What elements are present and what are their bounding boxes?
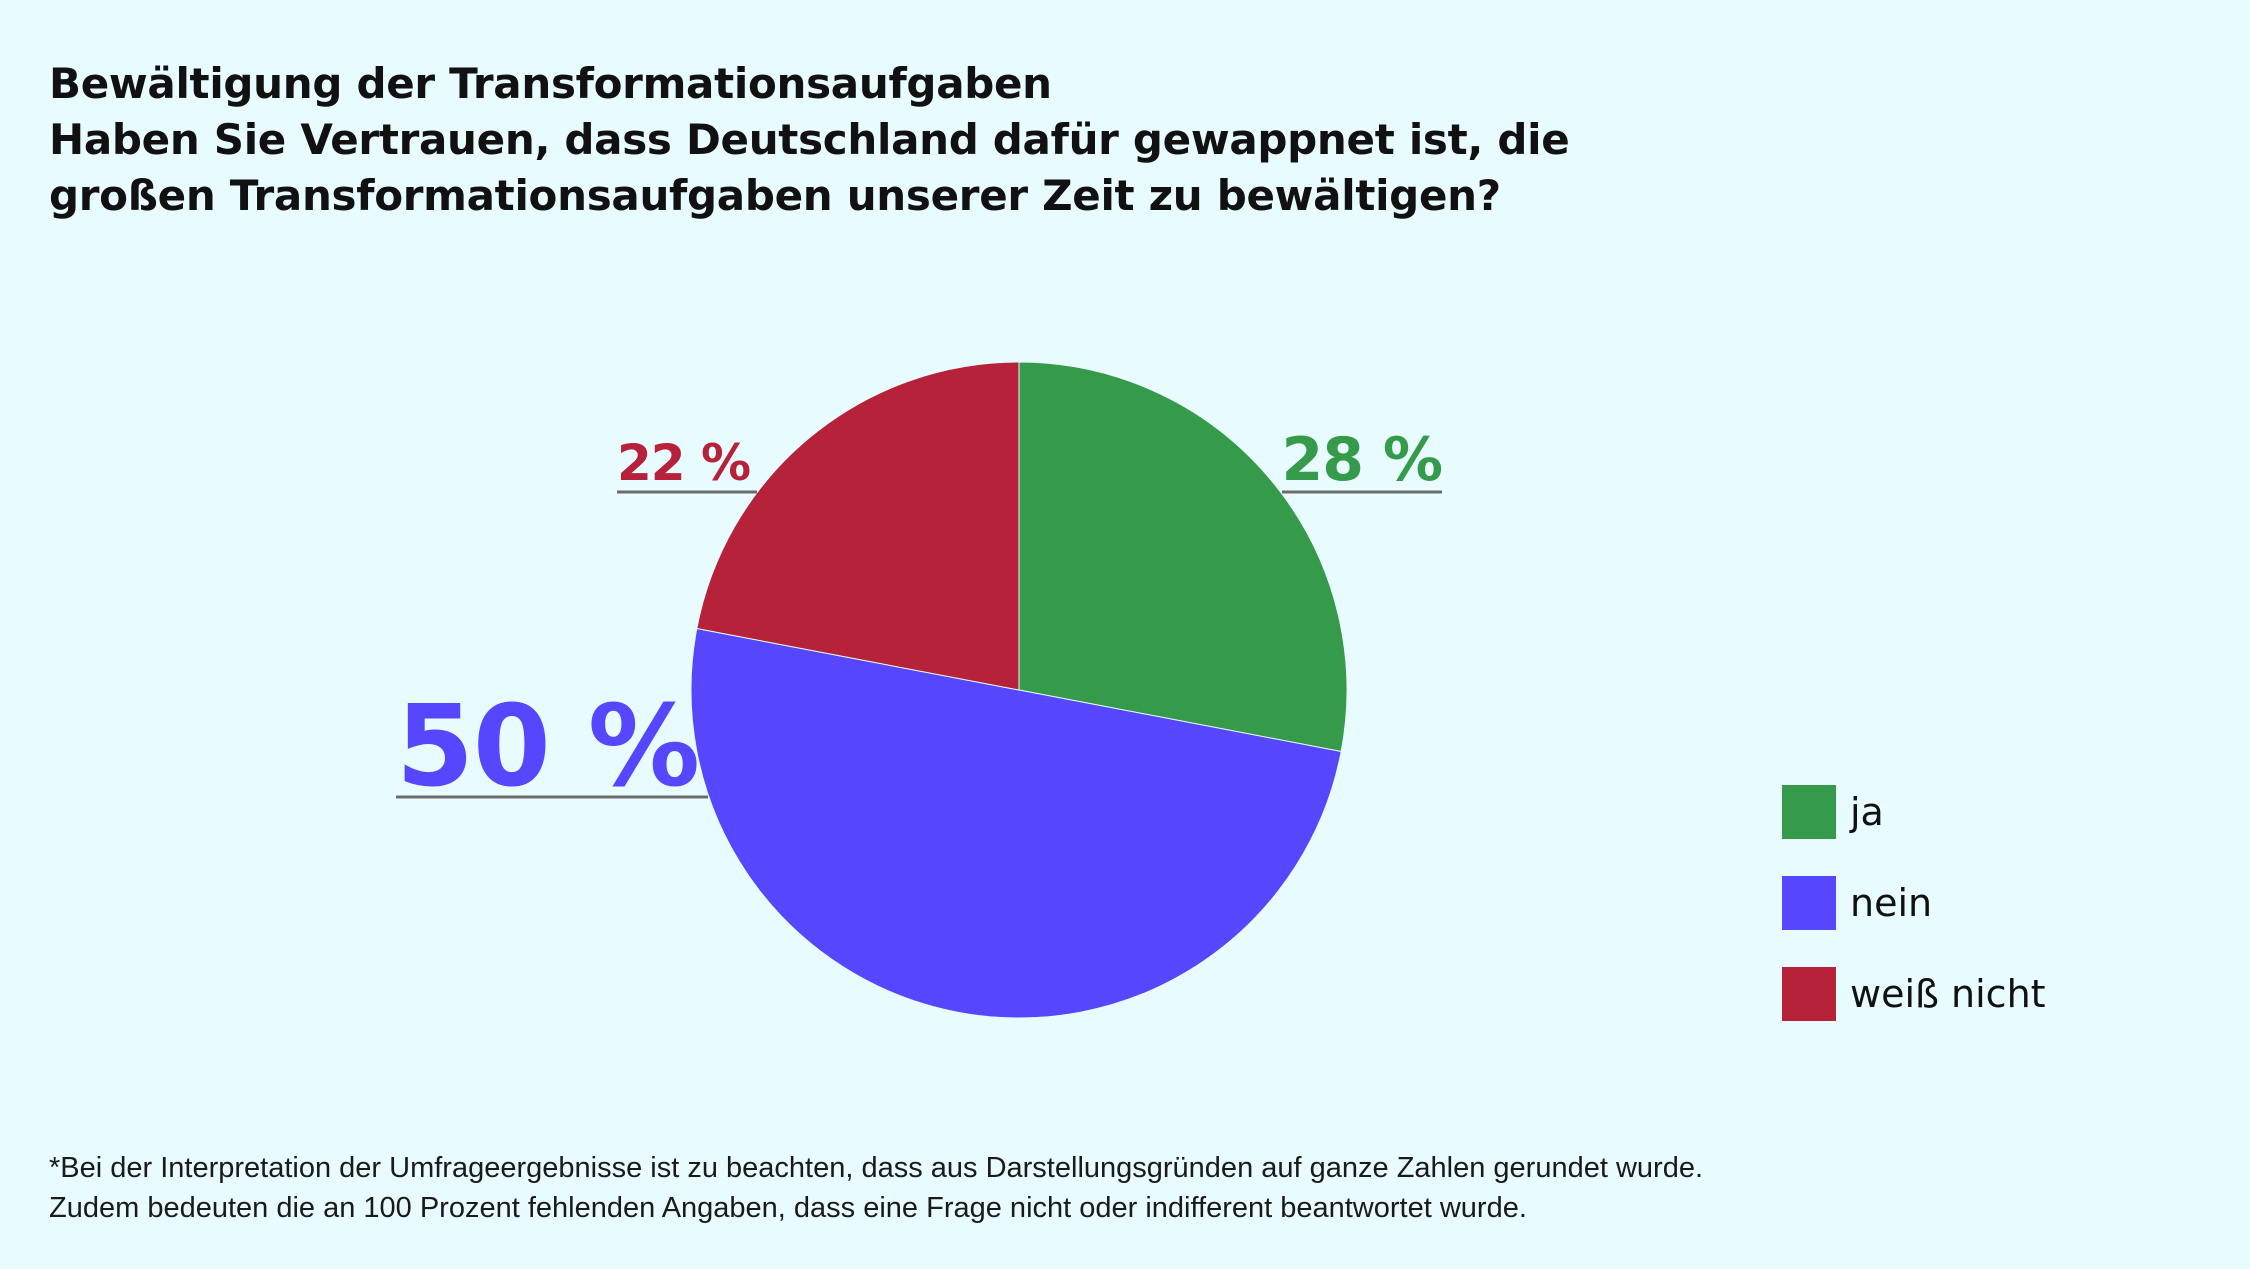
legend-label-ja: ja bbox=[1850, 790, 1884, 834]
chart-header: Bewältigung der Transformationsaufgaben … bbox=[49, 56, 1749, 224]
legend-item-ja: ja bbox=[1782, 785, 2046, 839]
chart-subtitle-line-2: großen Transformationsaufgaben unserer Z… bbox=[49, 171, 1501, 220]
legend-item-weiss-nicht: weiß nicht bbox=[1782, 967, 2046, 1021]
pie-slice-ja bbox=[1018, 361, 1348, 753]
chart-legend: ja nein weiß nicht bbox=[1782, 785, 2046, 1058]
footnote-line-2: Zudem bedeuten die an 100 Prozent fehlen… bbox=[49, 1192, 1527, 1224]
pie-leader-lines bbox=[396, 490, 1442, 799]
value-label-weiss-nicht: 22 % bbox=[617, 434, 750, 492]
pie-slice-weiss-nicht bbox=[696, 361, 1020, 691]
pie-value-labels: 28 % 50 % 22 % bbox=[396, 425, 1443, 812]
pie-slices bbox=[690, 361, 1348, 1019]
value-label-ja: 28 % bbox=[1281, 425, 1442, 495]
value-label-nein: 50 % bbox=[396, 682, 699, 812]
chart-subtitle-line-1: Haben Sie Vertrauen, dass Deutschland da… bbox=[49, 115, 1570, 164]
footnote: *Bei der Interpretation der Umfrageergeb… bbox=[49, 1148, 1703, 1228]
pie-slice-nein bbox=[690, 627, 1342, 1019]
legend-swatch-nein bbox=[1782, 876, 1836, 930]
chart-title: Bewältigung der Transformationsaufgaben bbox=[49, 59, 1052, 108]
legend-item-nein: nein bbox=[1782, 876, 2046, 930]
legend-swatch-ja bbox=[1782, 785, 1836, 839]
legend-swatch-weiss-nicht bbox=[1782, 967, 1836, 1021]
footnote-line-1: *Bei der Interpretation der Umfrageergeb… bbox=[49, 1152, 1704, 1184]
legend-label-weiss-nicht: weiß nicht bbox=[1850, 972, 2046, 1016]
legend-label-nein: nein bbox=[1850, 881, 1933, 925]
